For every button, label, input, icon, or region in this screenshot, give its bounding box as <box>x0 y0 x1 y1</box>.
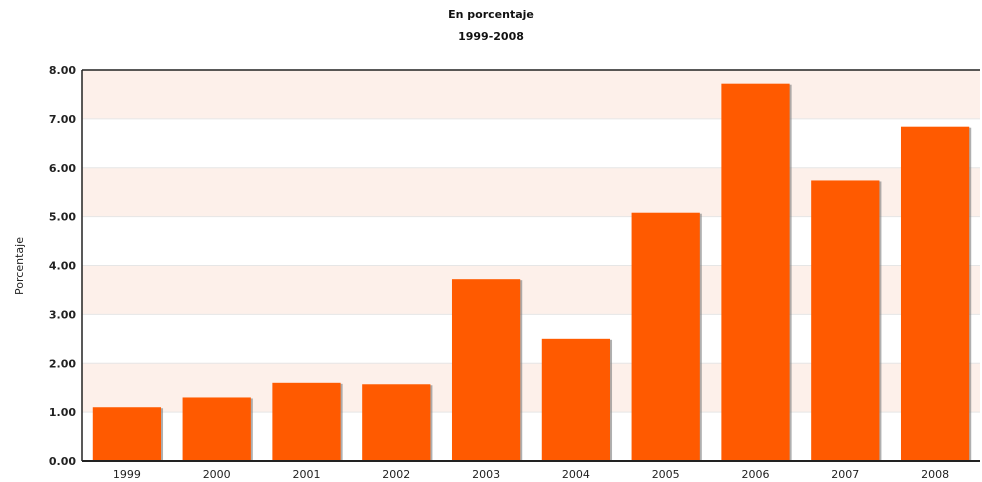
y-tick-label: 0.00 <box>49 455 76 468</box>
bar-2003 <box>451 279 521 461</box>
bar-2005 <box>631 212 700 461</box>
x-tick-label: 2006 <box>742 468 770 481</box>
bar-2002 <box>362 384 431 461</box>
y-tick-label: 5.00 <box>49 211 76 224</box>
bar-2008 <box>900 126 970 461</box>
bar-2007 <box>811 180 880 461</box>
y-axis-label: Porcentaje <box>13 237 26 295</box>
bar-2006 <box>721 83 790 461</box>
y-tick-label: 7.00 <box>49 113 76 126</box>
y-tick-label: 2.00 <box>49 357 76 370</box>
x-tick-label: 1999 <box>113 468 141 481</box>
y-tick-label: 6.00 <box>49 162 76 175</box>
x-tick-label: 2007 <box>831 468 859 481</box>
y-tick-label: 1.00 <box>49 406 76 419</box>
grid-band <box>82 70 980 119</box>
x-tick-label: 2002 <box>382 468 410 481</box>
y-tick-label: 4.00 <box>49 260 76 273</box>
bar-2001 <box>272 382 341 461</box>
y-tick-label: 8.00 <box>49 64 76 77</box>
chart-title: En porcentaje <box>448 8 534 21</box>
bar-2000 <box>182 397 251 461</box>
bar-1999 <box>92 407 162 461</box>
x-tick-label: 2008 <box>921 468 949 481</box>
y-tick-label: 3.00 <box>49 308 76 321</box>
chart-subtitle: 1999-2008 <box>458 30 524 43</box>
bar-2004 <box>541 338 611 461</box>
x-tick-label: 2003 <box>472 468 500 481</box>
x-tick-label: 2000 <box>203 468 231 481</box>
x-tick-label: 2004 <box>562 468 590 481</box>
x-tick-label: 2001 <box>293 468 321 481</box>
x-tick-label: 2005 <box>652 468 680 481</box>
